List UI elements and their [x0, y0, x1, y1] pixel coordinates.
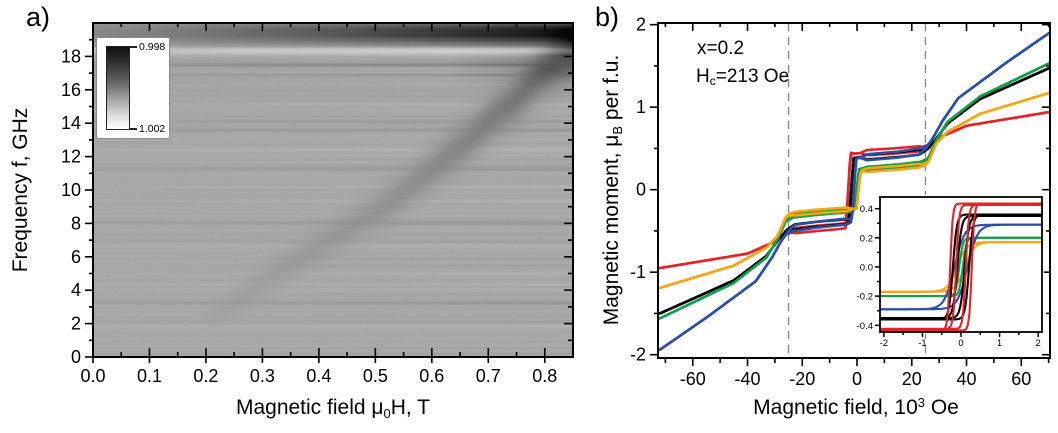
panel-a-x-title: Magnetic field μ0H, T — [235, 396, 431, 421]
b-y-tick-label: 1 — [636, 97, 646, 117]
b-x-tick-label: 40 — [956, 369, 976, 389]
a-y-tick-label: 8 — [71, 213, 81, 233]
inset-loop-black-inner-desc — [880, 214, 1042, 320]
a-x-tick-label: 0.8 — [532, 366, 557, 386]
b-y-tick-label: 0 — [636, 180, 646, 200]
inset-y-tick-label: 0.0 — [860, 262, 873, 273]
a-y-tick-label: 6 — [71, 247, 81, 267]
inset-loop-red-inner-desc — [880, 203, 1042, 330]
a-y-tick-label: 2 — [71, 314, 81, 334]
b-y-tick-label: 2 — [636, 15, 646, 35]
b-y-tick-label: -2 — [630, 345, 646, 365]
b-x-tick-label: -60 — [680, 369, 706, 389]
b-x-tick-label: -40 — [735, 369, 761, 389]
inset-background — [878, 195, 1044, 334]
hysteresis-curve-blue — [658, 31, 1050, 351]
inset-x-tick-label: -2 — [880, 338, 888, 349]
inset-x-tick-label: 1 — [997, 338, 1002, 349]
colorbar-top-tick — [130, 46, 137, 48]
colorbar-bottom-tick — [130, 128, 137, 130]
b-x-tick-label: 0 — [852, 369, 862, 389]
a-x-tick-label: 0.5 — [363, 366, 388, 386]
inset-loop-red-outer-desc — [880, 202, 1042, 332]
panel-b-x-title: Magnetic field, 103 Oe — [753, 395, 959, 419]
b-y-tick-label: -1 — [630, 262, 646, 282]
inset-y-tick-label: -0.4 — [857, 321, 873, 332]
colorbar-top-label: 0.998 — [139, 41, 166, 53]
a-x-tick-label: 0.3 — [250, 366, 275, 386]
panel-b-curves — [658, 31, 1050, 351]
a-x-tick-label: 0.4 — [306, 366, 331, 386]
annotation-x-value: x=0.2 — [697, 38, 745, 59]
b-x-tick-label: 20 — [902, 369, 922, 389]
inset-y-tick-label: 0.2 — [860, 233, 873, 244]
a-x-tick-label: 0.0 — [80, 366, 105, 386]
a-y-tick-label: 18 — [61, 46, 81, 66]
panel-b-label: b) — [595, 2, 620, 32]
a-y-tick-label: 14 — [61, 113, 81, 133]
a-x-tick-label: 0.6 — [419, 366, 444, 386]
panel-a-axes: 0.0 0.1 0.2 0.3 0.4 0.5 0.6 0.7 0.8 0 2 4 6 8 10 12 14 16… — [61, 22, 574, 386]
hysteresis-curve-orange — [658, 91, 1050, 290]
a-x-tick-label: 0.2 — [193, 366, 218, 386]
b-x-tick-label: -20 — [789, 369, 815, 389]
annotation-coercive-field: Hc=213 Oe — [696, 66, 790, 88]
inset-loop-green-desc — [880, 236, 1042, 298]
b-x-tick-label: 60 — [1011, 369, 1031, 389]
inset-loop-black-outer-desc — [880, 213, 1042, 321]
inset-loop-blue-desc — [880, 223, 1042, 311]
inset-x-tick-label: -1 — [918, 338, 926, 349]
hysteresis-curve-red — [658, 110, 1050, 270]
colorbar-gradient — [106, 46, 130, 130]
a-y-tick-label: 12 — [61, 147, 81, 167]
a-y-tick-label: 0 — [71, 347, 81, 367]
a-y-tick-label: 4 — [71, 280, 81, 300]
inset-axes: -2 -1 0 1 2 0.4 0.2 0.0 -0.2 -0.4 — [857, 196, 1043, 349]
inset-x-tick-label: 0 — [958, 338, 963, 349]
inset-y-tick-label: 0.4 — [860, 204, 873, 215]
a-x-tick-label: 0.7 — [476, 366, 501, 386]
colorbar-bottom-label: 1.002 — [139, 123, 166, 135]
a-y-tick-label: 10 — [61, 180, 81, 200]
panel-b-frame — [657, 22, 1051, 359]
inset-curves — [880, 202, 1042, 332]
a-y-tick-label: 16 — [61, 80, 81, 100]
a-x-tick-label: 0.1 — [137, 366, 162, 386]
panel-a-frame — [92, 22, 574, 358]
inset-y-tick-label: -0.2 — [857, 292, 873, 303]
hysteresis-curve-black — [658, 66, 1050, 315]
panel-a-label: a) — [26, 2, 51, 32]
fmr-heatmap — [93, 23, 573, 357]
inset-x-tick-label: 2 — [1035, 338, 1040, 349]
inset-low-field-loops: -2 -1 0 1 2 0.4 0.2 0.0 -0.2 -0.4 — [857, 195, 1044, 349]
colorbar-legend: 0.998 1.002 — [96, 37, 170, 139]
